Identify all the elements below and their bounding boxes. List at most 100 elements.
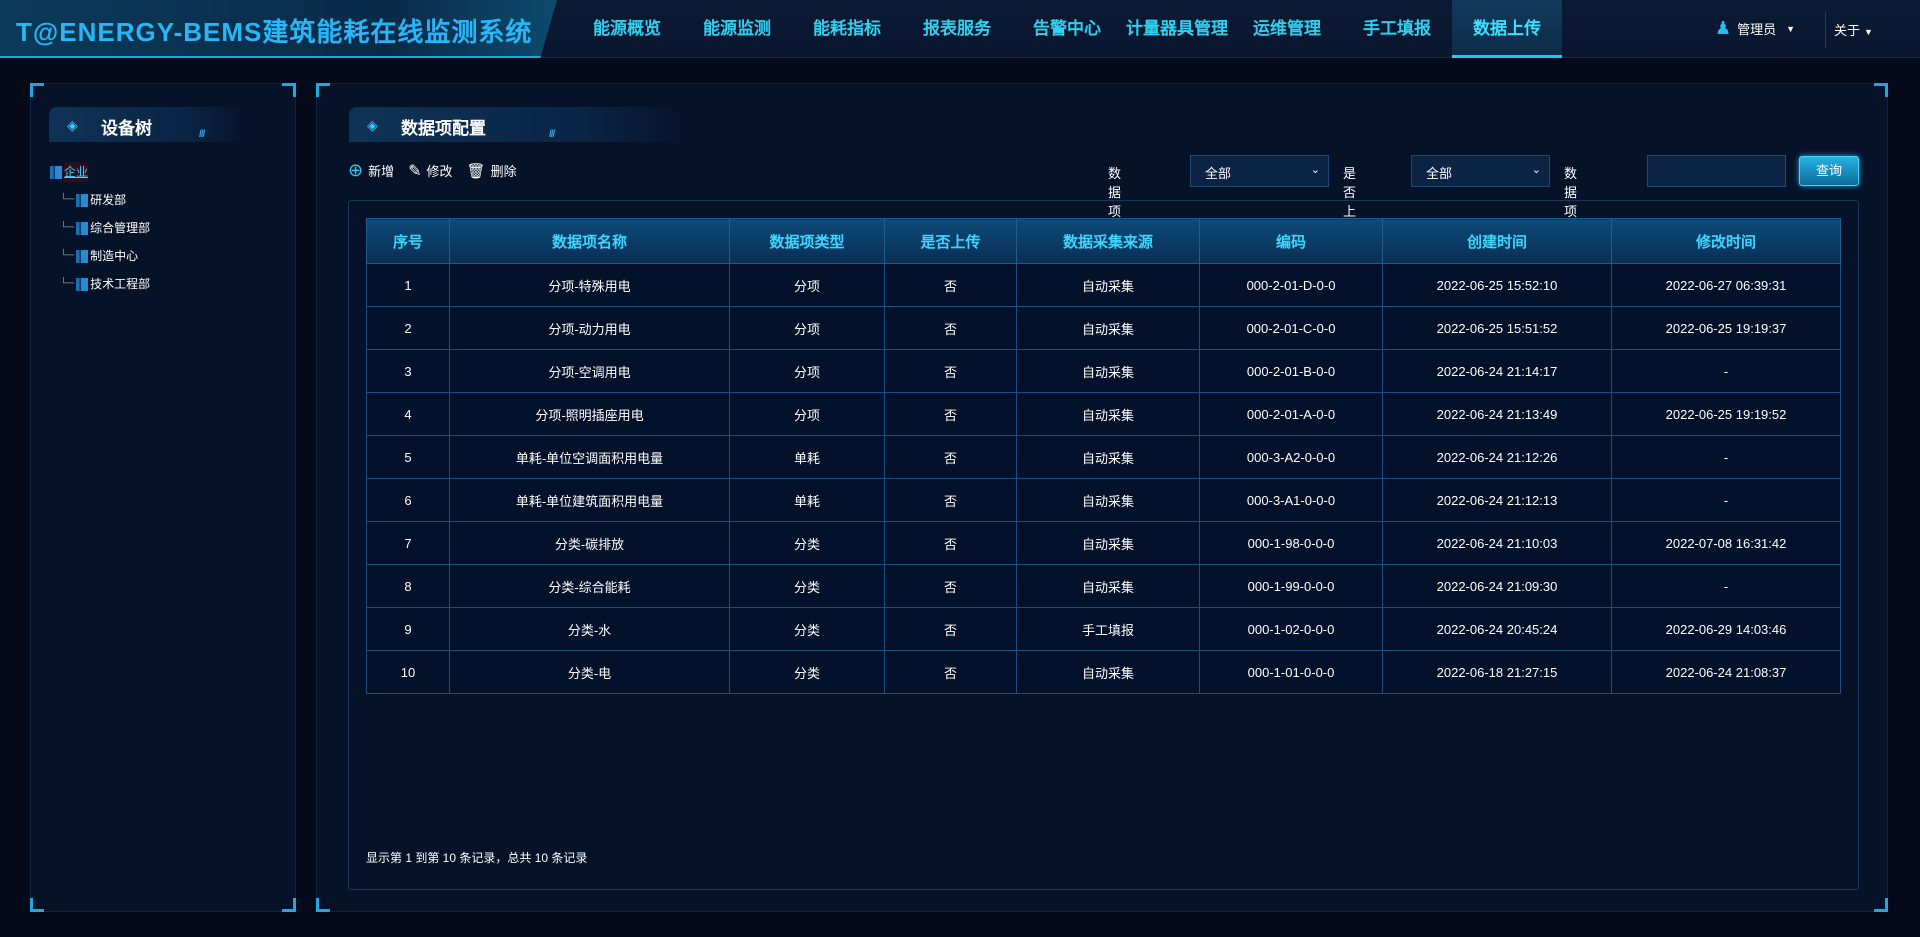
table-cell: 分类 (729, 564, 885, 608)
query-button[interactable]: 查询 (1799, 156, 1859, 186)
about-menu[interactable]: 关于 ▼ (1825, 12, 1873, 48)
column-header[interactable]: 数据项类型 (729, 218, 885, 264)
nav-item[interactable]: 手工填报 (1363, 19, 1431, 38)
table-cell: 2022-06-29 14:03:46 (1611, 607, 1841, 651)
table-cell: 否 (884, 521, 1017, 565)
table-row[interactable]: 9 分类-水 分类否手工填报 000-1-02-0-0-0 2022-06-24 20:… (366, 607, 1841, 651)
corner-decoration (1874, 83, 1888, 97)
table-cell: 分项-动力用电 (449, 306, 730, 350)
table-cell: 2022-06-24 21:12:13 (1382, 478, 1612, 522)
tree-connector: └─ (60, 222, 75, 233)
tree-node-label: 技术工程部 (90, 277, 151, 291)
table-cell: 分类-碳排放 (449, 521, 730, 565)
table-cell: 手工填报 (1016, 607, 1200, 651)
tree-connector: └─ (60, 250, 75, 261)
tree-node[interactable]: └─ 研发部 (50, 186, 150, 214)
building-icon (76, 277, 89, 291)
column-header[interactable]: 编码 (1199, 218, 1383, 264)
table-header-row: 序号 数据项名称 数据项类型 是否上传 数据采集来源 编码 创建时间 修改时间 (366, 218, 1841, 264)
panel-title: 数据项配置 (401, 119, 486, 138)
nav-item[interactable]: 计量器具管理 (1126, 19, 1228, 38)
nav-item[interactable]: 能源概览 (593, 19, 661, 38)
table-cell: 000-1-01-0-0-0 (1199, 650, 1383, 694)
table-cell: 2022-06-27 06:39:31 (1611, 263, 1841, 307)
table-cell: 自动采集 (1016, 521, 1200, 565)
nav-item[interactable]: 运维管理 (1253, 19, 1321, 38)
table-cell: 分类-综合能耗 (449, 564, 730, 608)
pencil-icon: ✎ (408, 162, 422, 180)
table-cell: 分项-特殊用电 (449, 263, 730, 307)
stripes-decoration: /// (199, 129, 205, 140)
column-header[interactable]: 是否上传 (884, 218, 1017, 264)
building-icon (76, 249, 89, 263)
table-cell: 2022-06-25 19:19:52 (1611, 392, 1841, 436)
table-cell: 自动采集 (1016, 564, 1200, 608)
name-input[interactable] (1647, 155, 1786, 187)
table-row[interactable]: 1 分项-特殊用电 分项否自动采集 000-2-01-D-0-0 2022-06-25 … (366, 263, 1841, 307)
panel-title: 设备树 (101, 119, 152, 138)
table-cell: 2022-06-24 21:10:03 (1382, 521, 1612, 565)
table-cell: 分项-照明插座用电 (449, 392, 730, 436)
upload-select[interactable]: 全部 ⌄ (1411, 155, 1550, 187)
table-cell: 000-2-01-A-0-0 (1199, 392, 1383, 436)
pagination-info: 显示第 1 到第 10 条记录，总共 10 条记录 (366, 851, 588, 865)
table-cell: - (1611, 349, 1841, 393)
table-cell: 自动采集 (1016, 263, 1200, 307)
column-header[interactable]: 修改时间 (1611, 218, 1841, 264)
table-cell: 1 (366, 263, 450, 307)
table-row[interactable]: 5 单耗-单位空调面积用电量 单耗否自动采集 000-3-A2-0-0-0 2022-0… (366, 435, 1841, 479)
user-name: 管理员 (1737, 22, 1777, 37)
nav-item[interactable]: 数据上传 (1452, 0, 1562, 58)
diamond-icon: ◈ (67, 117, 78, 133)
table-row[interactable]: 8 分类-综合能耗 分类否自动采集 000-1-99-0-0-0 2022-06-24 … (366, 564, 1841, 608)
toolbar: ⊕ 新增 ✎ 修改 🗑 删除 (348, 160, 517, 181)
corner-decoration (1874, 898, 1888, 912)
table-cell: 单耗-单位建筑面积用电量 (449, 478, 730, 522)
tree-node-label: 研发部 (90, 193, 127, 207)
tree-node[interactable]: └─ 技术工程部 (50, 270, 150, 298)
table-cell: 2022-06-24 21:13:49 (1382, 392, 1612, 436)
table-cell: 分类 (729, 650, 885, 694)
table-row[interactable]: 4 分项-照明插座用电 分项否自动采集 000-2-01-A-0-0 2022-06-2… (366, 392, 1841, 436)
tree-node[interactable]: └─ 综合管理部 (50, 214, 150, 242)
table-row[interactable]: 7 分类-碳排放 分类否自动采集 000-1-98-0-0-0 2022-06-24 2… (366, 521, 1841, 565)
column-header[interactable]: 数据项名称 (449, 218, 730, 264)
table-row[interactable]: 3 分项-空调用电 分项否自动采集 000-2-01-B-0-0 2022-06-24 … (366, 349, 1841, 393)
table-cell: 分类-水 (449, 607, 730, 651)
tree-node-root[interactable]: 企业 (50, 158, 150, 186)
table-cell: 否 (884, 564, 1017, 608)
table-cell: 自动采集 (1016, 306, 1200, 350)
table-cell: 分类-电 (449, 650, 730, 694)
user-icon: ♟ (1715, 18, 1732, 38)
column-header[interactable]: 创建时间 (1382, 218, 1612, 264)
corner-decoration (30, 898, 44, 912)
column-header[interactable]: 数据采集来源 (1016, 218, 1200, 264)
chevron-down-icon: ⌄ (1310, 164, 1320, 176)
table-cell: 2022-06-24 20:45:24 (1382, 607, 1612, 651)
tree-node[interactable]: └─ 制造中心 (50, 242, 150, 270)
logo: T@ENERGY-BEMS建筑能耗在线监测系统 (0, 0, 557, 58)
nav-item[interactable]: 报表服务 (923, 19, 991, 38)
table-cell: 2022-06-24 21:09:30 (1382, 564, 1612, 608)
add-button[interactable]: ⊕ 新增 (348, 160, 394, 181)
nav-item[interactable]: 告警中心 (1033, 19, 1101, 38)
corner-decoration (282, 83, 296, 97)
device-tree: 企业 └─ 研发部 └─ 综合管理部 └─ 制造中心 └─ 技术工程部 (50, 158, 150, 298)
panel-title-bar: ◈ 数据项配置 /// (349, 107, 689, 142)
nav-item[interactable]: 能源监测 (703, 19, 771, 38)
table-cell: 分项 (729, 392, 885, 436)
column-header[interactable]: 序号 (366, 218, 450, 264)
nav-item[interactable]: 能耗指标 (813, 19, 881, 38)
user-menu[interactable]: ♟ 管理员 ▼ (1715, 18, 1795, 39)
delete-button[interactable]: 🗑 删除 (467, 160, 517, 181)
table-row[interactable]: 2 分项-动力用电 分项否自动采集 000-2-01-C-0-0 2022-06-25 … (366, 306, 1841, 350)
table-cell: 9 (366, 607, 450, 651)
table-row[interactable]: 10 分类-电 分类否自动采集 000-1-01-0-0-0 2022-06-18 21… (366, 650, 1841, 694)
table-cell: - (1611, 478, 1841, 522)
type-select[interactable]: 全部 ⌄ (1190, 155, 1329, 187)
trash-icon: 🗑 (466, 162, 486, 180)
corner-decoration (316, 83, 330, 97)
table-row[interactable]: 6 单耗-单位建筑面积用电量 单耗否自动采集 000-3-A1-0-0-0 2022-0… (366, 478, 1841, 522)
edit-button[interactable]: ✎ 修改 (408, 160, 452, 181)
table-cell: 2022-06-25 19:19:37 (1611, 306, 1841, 350)
